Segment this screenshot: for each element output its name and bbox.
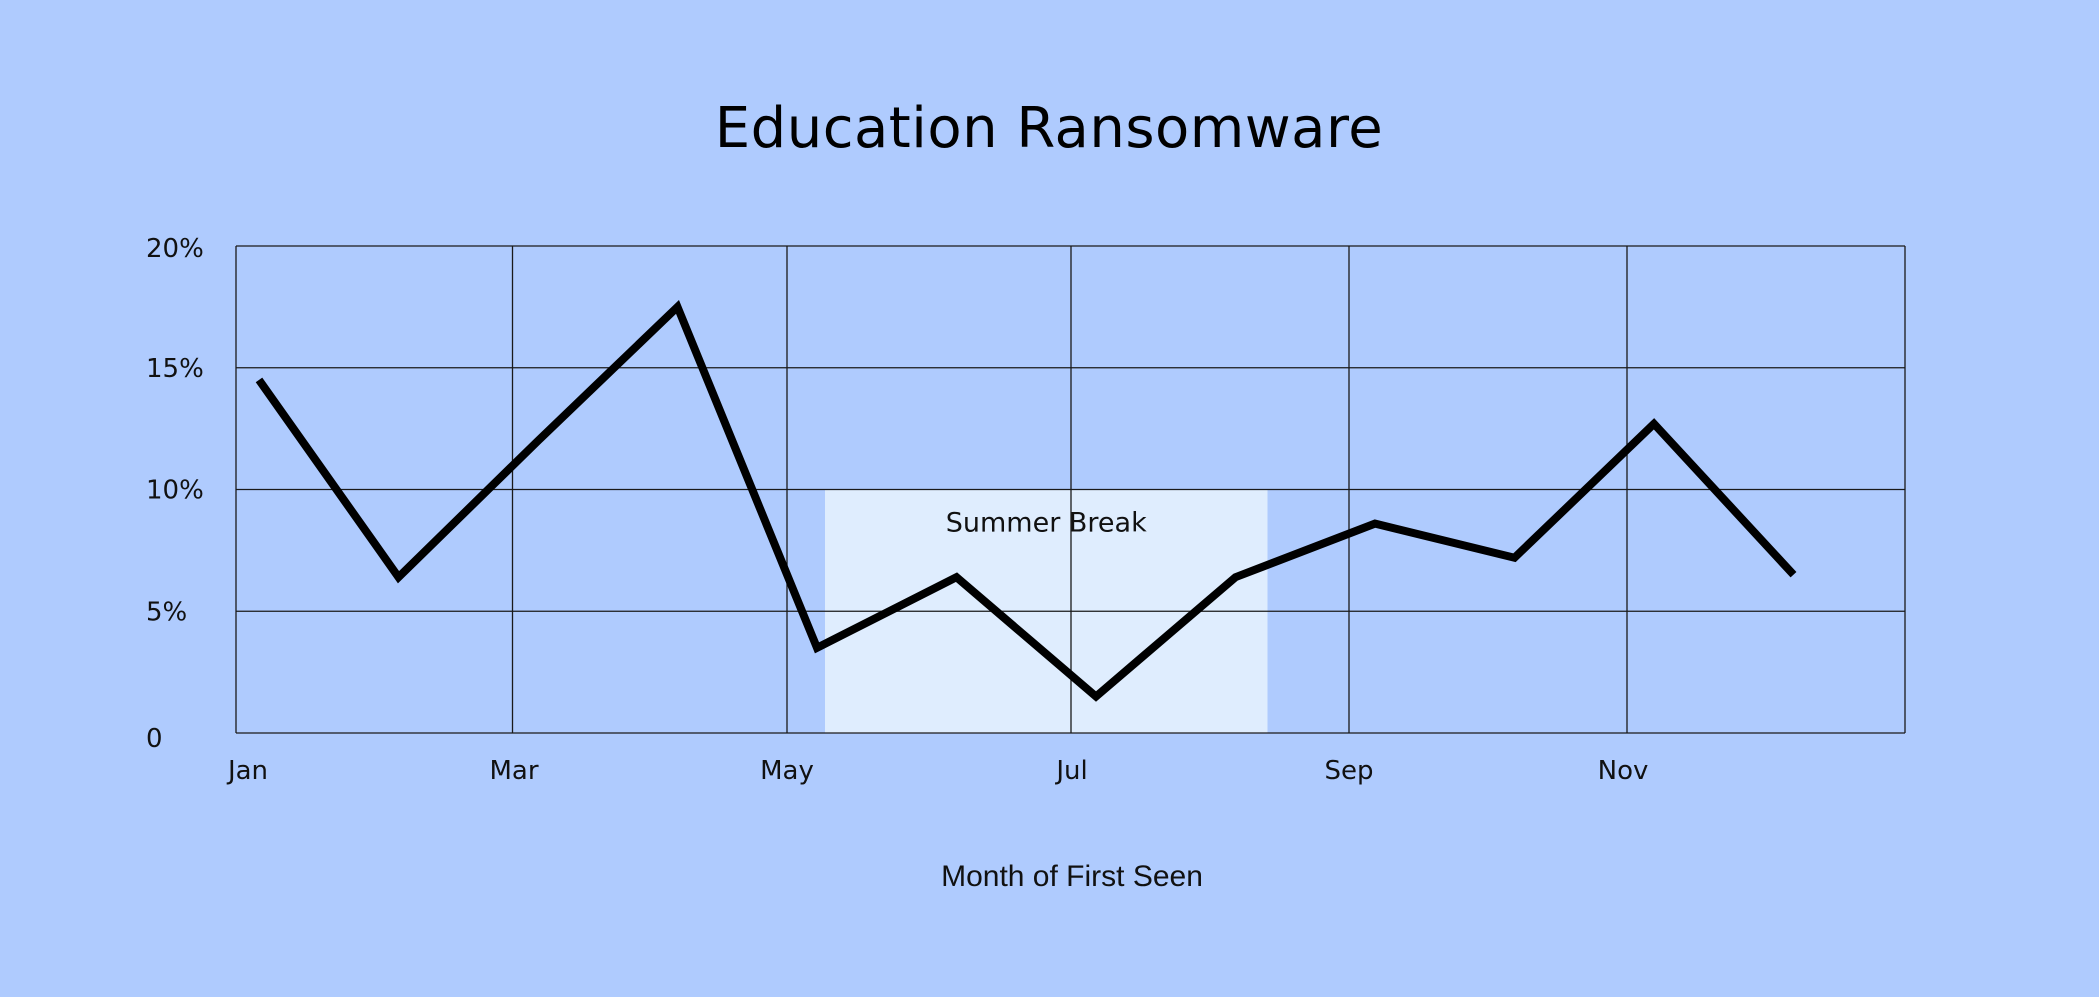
chart-title: Education Ransomware	[715, 96, 1383, 161]
x-tick-label: Jul	[1054, 756, 1087, 786]
grid-layer	[235, 245, 1906, 734]
series-layer	[255, 299, 1797, 702]
y-tick-label: 5%	[146, 597, 187, 627]
x-tick-label: Jan	[226, 756, 268, 786]
y-tick-label: 0	[146, 724, 163, 754]
x-axis-label: Month of First Seen	[941, 860, 1203, 893]
y-tick-label: 10%	[146, 476, 204, 506]
series-line	[255, 299, 1797, 702]
y-tick-label: 15%	[146, 354, 204, 384]
x-tick-label: Sep	[1324, 756, 1373, 786]
annotation-layer: Summer Break	[946, 508, 1147, 539]
x-tick-label: Nov	[1598, 756, 1649, 786]
x-tick-label: May	[760, 756, 814, 786]
tick-layer: Jan Mar May Jul Sep Nov 0 5% 10% 15% 20%	[146, 234, 1648, 786]
x-tick-label: Mar	[489, 756, 538, 786]
y-tick-label: 20%	[146, 234, 204, 264]
summer-break-label: Summer Break	[946, 508, 1147, 539]
